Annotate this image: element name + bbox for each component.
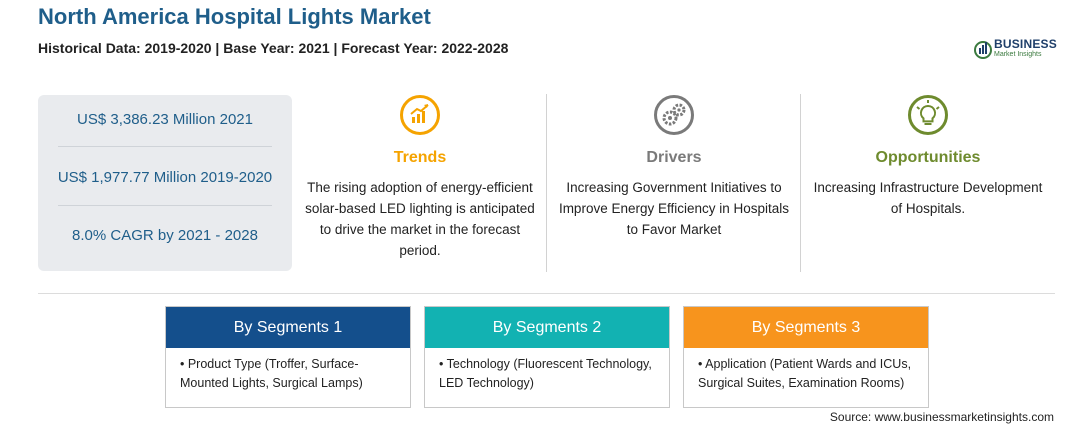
segment-1-text: • Product Type (Troffer, Surface-Mounted… <box>180 357 363 390</box>
trend-chart-icon <box>400 95 440 135</box>
segment-2-title: By Segments 2 <box>425 307 669 348</box>
section-divider <box>38 293 1055 294</box>
globe-icon <box>974 41 992 59</box>
gears-icon <box>654 95 694 135</box>
opportunities-heading: Opportunities <box>875 149 981 166</box>
logo-name: BUSINESS <box>994 37 1057 51</box>
segment-card-3: By Segments 3 • Application (Patient War… <box>683 306 929 408</box>
segment-card-2: By Segments 2 • Technology (Fluorescent … <box>424 306 670 408</box>
drivers-text: Increasing Government Initiatives to Imp… <box>558 180 790 237</box>
segment-3-title: By Segments 3 <box>684 307 928 348</box>
segment-2-text: • Technology (Fluorescent Technology, LE… <box>439 357 652 390</box>
key-stats-panel: US$ 3,386.23 Million 2021 US$ 1,977.77 M… <box>38 95 292 271</box>
stat-market-2021: US$ 3,386.23 Million 2021 <box>77 111 253 128</box>
segment-3-text: • Application (Patient Wards and ICUs, S… <box>698 357 912 390</box>
column-divider <box>546 94 547 272</box>
opportunities-text: Increasing Infrastructure Development of… <box>813 180 1043 216</box>
stat-cagr: 8.0% CAGR by 2021 - 2028 <box>72 227 258 244</box>
logo-tagline: Market Insights <box>994 51 1042 58</box>
segment-card-1: By Segments 1 • Product Type (Troffer, S… <box>165 306 411 408</box>
segment-1-title: By Segments 1 <box>166 307 410 348</box>
stat-divider <box>58 205 272 206</box>
lightbulb-icon <box>908 95 948 135</box>
trends-text: The rising adoption of energy-efficient … <box>305 180 535 258</box>
stat-divider <box>58 146 272 147</box>
drivers-heading: Drivers <box>646 149 702 166</box>
trends-heading: Trends <box>393 149 447 166</box>
source-note: Source: www.businessmarketinsights.com <box>829 410 1054 424</box>
page-title: North America Hospital Lights Market <box>38 4 431 29</box>
column-divider <box>800 94 801 272</box>
stat-market-historical: US$ 1,977.77 Million 2019-2020 <box>57 169 273 186</box>
brand-logo: BUSINESS Market Insights <box>974 35 1064 65</box>
page-subtitle: Historical Data: 2019-2020 | Base Year: … <box>38 40 509 56</box>
